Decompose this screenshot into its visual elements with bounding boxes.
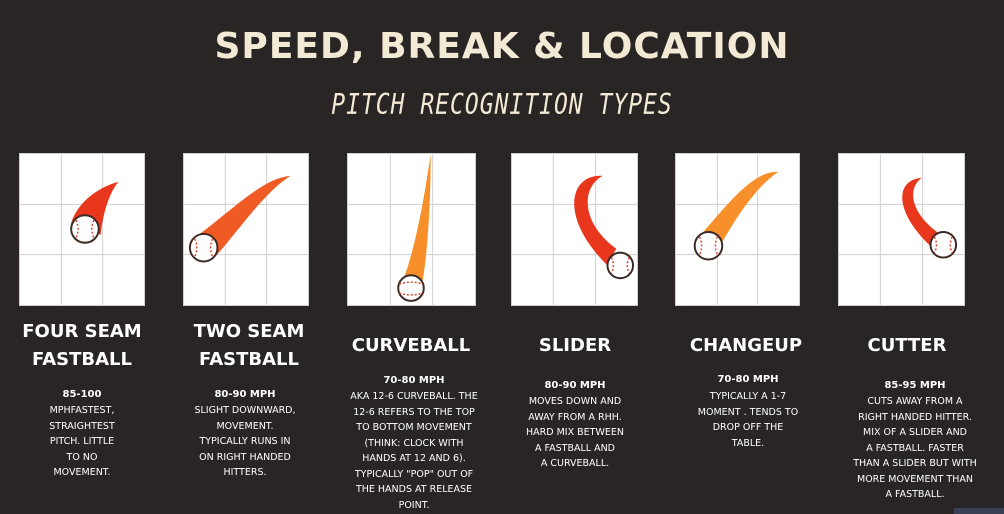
pitch-speed-two-seam: 80-90 MPH (214, 389, 276, 400)
strike-zone-grid (676, 154, 799, 305)
pitch-diagram-cutter (838, 153, 965, 306)
pitch-trail (195, 175, 291, 259)
baseball-icon (606, 251, 635, 280)
baseball-icon (70, 214, 100, 244)
pitch-description-slider: MOVES DOWN AND AWAY FROM A RHH. HARD MIX … (526, 396, 624, 469)
pitch-description-curveball: AKA 12-6 CURVEBALL. THE 12-6 REFERS TO TH… (350, 391, 478, 511)
pitch-trail (574, 175, 617, 265)
pitch-diagram-changeup (675, 153, 800, 306)
pitch-speed-curveball: 70-80 MPH (383, 375, 445, 386)
baseball-icon (188, 232, 219, 263)
strike-zone-grid (184, 154, 308, 305)
pitch-description-changeup: TYPICALLY A 1-7 MOMENT . TENDS TO DROP OF… (697, 391, 799, 449)
pitch-name-slider: SLIDER (538, 335, 612, 356)
corner-decoration (954, 508, 1004, 514)
pitch-description-four-seam: MPHFASTEST, STRAIGHTEST PITCH. LITTLE TO N… (49, 405, 115, 478)
baseball-icon (929, 230, 958, 259)
baseball-icon (693, 230, 724, 261)
pitch-trail (697, 171, 779, 251)
pitch-diagram-curveball (347, 153, 476, 306)
pitch-diagram-four-seam (19, 153, 145, 306)
pitch-diagram-two-seam (183, 153, 309, 306)
pitch-description-two-seam: SLIGHT DOWNWARD, MOVEMENT. TYPICALLY RUNS… (194, 405, 296, 478)
pitch-name-cutter: CUTTER (867, 335, 947, 356)
pitch-name-two-seam: TWO SEAM FASTBALL (193, 321, 305, 370)
pitch-name-curveball: CURVEBALL (351, 335, 471, 356)
strike-zone-grid (512, 154, 637, 305)
baseball-icon (397, 274, 425, 302)
pitch-speed-cutter: 85-95 MPH (884, 380, 946, 391)
pitch-speed-slider: 80-90 MPH (544, 380, 606, 391)
pitch-description-cutter: CUTS AWAY FROM A RIGHT HANDED HITTER. MIX… (853, 396, 977, 500)
pitch-trail (902, 177, 942, 249)
pitch-diagram-slider (511, 153, 638, 306)
page-subtitle: PITCH RECOGNITION TYPES (331, 88, 673, 122)
strike-zone-grid (839, 154, 964, 305)
strike-zone-grid (20, 154, 144, 305)
page-title: SPEED, BREAK & LOCATION (214, 26, 790, 67)
pitch-speed-four-seam: 85-100 (62, 389, 102, 400)
strike-zone-grid (348, 154, 475, 305)
pitch-speed-changeup: 70-80 MPH (717, 374, 779, 385)
pitch-name-four-seam: FOUR SEAM FASTBALL (22, 321, 142, 370)
pitch-trail (403, 154, 431, 281)
pitch-name-changeup: CHANGEUP (689, 335, 803, 356)
